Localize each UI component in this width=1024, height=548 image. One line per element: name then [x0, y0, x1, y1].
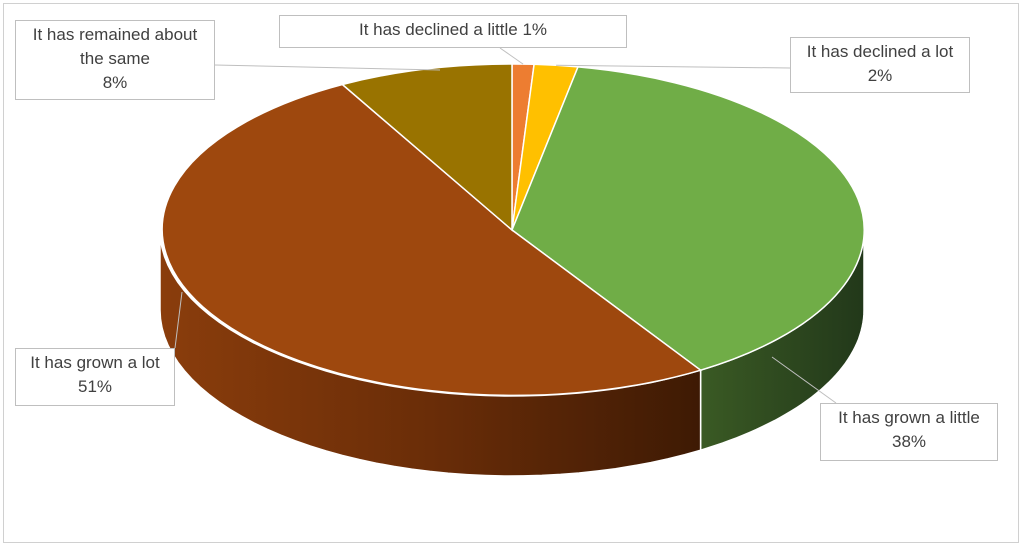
pie-slice-it-has-grown-a-lot [161, 83, 703, 397]
data-label-remained-same-text: It has remained about [32, 25, 198, 44]
leader-declined-little [499, 47, 524, 65]
data-label-grown-lot-pct: 51% [77, 377, 113, 396]
pie-slice-it-has-grown-a-little [511, 66, 865, 372]
data-label-declined-lot: It has declined a lot 2% [790, 37, 970, 93]
data-label-declined-lot-text: It has declined a lot [806, 42, 954, 61]
data-label-declined-little: It has declined a little 1% [279, 15, 627, 48]
data-label-declined-lot-pct: 2% [867, 66, 893, 85]
data-label-remained-same-pct: 8% [102, 73, 128, 92]
data-label-declined-little-text: It has declined a little 1% [358, 20, 548, 39]
data-label-grown-little: It has grown a little 38% [820, 403, 998, 461]
leader-grown-lot [174, 291, 183, 349]
data-label-remained-same-text2: the same [80, 49, 150, 68]
data-label-grown-little-text: It has grown a little [838, 408, 980, 427]
data-label-grown-lot-text: It has grown a lot [30, 353, 160, 372]
data-label-remained-same: It has remained about the same 8% [15, 20, 215, 100]
data-label-grown-lot: It has grown a lot 51% [15, 348, 175, 406]
data-label-grown-little-pct: 38% [891, 432, 927, 451]
leader-remained-same [214, 64, 441, 71]
leader-grown-little [771, 356, 837, 404]
leader-declined-lot [556, 64, 791, 69]
